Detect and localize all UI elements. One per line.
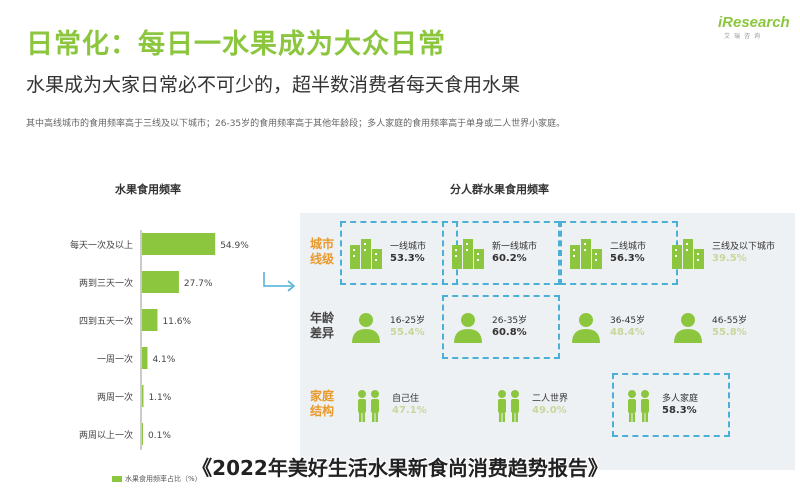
- person-icon: [348, 309, 384, 345]
- segment-cell-label: 二人世界: [532, 394, 569, 404]
- segment-cell-label: 多人家庭: [662, 394, 699, 404]
- building-icon: [348, 235, 384, 271]
- bar-value-label: 11.6%: [162, 317, 191, 327]
- segment-cell: 一线城市 53.3%: [348, 231, 468, 275]
- person-icon: [450, 309, 486, 345]
- building-icon: [670, 235, 706, 271]
- bar: [142, 233, 216, 255]
- segment-cell-value: 55.8%: [712, 327, 747, 338]
- segment-highlight-box: [442, 295, 560, 359]
- bar: [142, 347, 148, 369]
- logo-cn: 艾瑞咨询: [724, 33, 765, 40]
- bar-category-label: 两到三天一次: [79, 277, 133, 289]
- segment-row-label: 家庭结构: [310, 389, 335, 418]
- logo-brand: iResearch: [718, 14, 790, 31]
- segment-cell-value: 39.5%: [712, 253, 747, 264]
- segment-row-label: 年龄差异: [310, 311, 335, 340]
- segment-cell: 16-25岁 55.4%: [348, 305, 468, 349]
- legend-swatch: [112, 476, 122, 482]
- segment-cell-label: 一线城市: [390, 242, 427, 252]
- segment-cell-value: 60.8%: [492, 327, 527, 338]
- segment-cell: 26-35岁 60.8%: [450, 305, 570, 349]
- segment-cell-value: 47.1%: [392, 405, 427, 416]
- segment-chart-title: 分人群水果食用频率: [450, 183, 549, 196]
- segment-cell-value: 58.3%: [662, 405, 697, 416]
- segment-cell: 多人家庭 58.3%: [620, 383, 740, 427]
- segment-cell-value: 48.4%: [610, 327, 645, 338]
- bar: [142, 271, 179, 293]
- bar: [142, 385, 144, 407]
- bar: [142, 309, 158, 331]
- segment-cell-label: 三线及以下城市: [712, 242, 776, 252]
- person-icon: [568, 309, 604, 345]
- segment-cell-value: 60.2%: [492, 253, 527, 264]
- bar-chart-legend: 水果食用频率占比（%）: [112, 474, 202, 484]
- segment-cell: 46-55岁 55.8%: [670, 305, 790, 349]
- segment-cell-value: 53.3%: [390, 253, 425, 264]
- family-icon: [350, 387, 386, 423]
- report-caption: 《2022年美好生活水果新食尚消费趋势报告》: [192, 456, 608, 480]
- segment-cell: 二人世界 49.0%: [490, 383, 610, 427]
- segment-cell-label: 16-25岁: [390, 316, 426, 326]
- bar-value-label: 54.9%: [220, 241, 249, 251]
- person-icon: [670, 309, 706, 345]
- bar-category-label: 一周一次: [97, 353, 133, 365]
- bar-value-label: 1.1%: [148, 393, 171, 403]
- segment-cell: 36-45岁 48.4%: [568, 305, 688, 349]
- iresearch-logo: iResearch 艾瑞咨询: [718, 14, 790, 50]
- bar-value-label: 0.1%: [148, 431, 171, 441]
- segment-cell-value: 55.4%: [390, 327, 425, 338]
- segment-highlight-box: [442, 221, 560, 285]
- building-icon: [450, 235, 486, 271]
- page-headline: 日常化：每日一水果成为大众日常: [26, 29, 446, 60]
- segment-row-label: 城市线级: [310, 237, 335, 266]
- bar-chart: 每天一次及以上 54.9% 两到三天一次 27.7% 四到五天一次 11.6% 一周一次 4.…: [70, 230, 249, 450]
- bar-category-label: 四到五天一次: [79, 315, 133, 327]
- segment-cell: 二线城市 56.3%: [568, 231, 688, 275]
- bar-value-label: 27.7%: [184, 279, 213, 289]
- segment-panel: 城市线级 一线城市 53.3% 新一线城市 60.2% 二线城市 56.3% 三线及以下城市 3…: [300, 213, 795, 470]
- family-icon: [490, 387, 526, 423]
- bar-chart-title: 水果食用频率: [115, 183, 181, 196]
- segment-cell-label: 新一线城市: [492, 242, 538, 252]
- segment-cell-label: 36-45岁: [610, 316, 646, 326]
- segment-cell-label: 26-35岁: [492, 316, 528, 326]
- segment-cell-label: 二线城市: [610, 242, 647, 252]
- segment-cell-value: 56.3%: [610, 253, 645, 264]
- bar-category-label: 每天一次及以上: [70, 239, 133, 251]
- page-note: 其中高线城市的食用频率高于三线及以下城市；26-35岁的食用频率高于其他年龄段；…: [26, 119, 566, 129]
- page-subhead: 水果成为大家日常必不可少的，超半数消费者每天食用水果: [26, 74, 521, 96]
- bar-category-label: 两周一次: [97, 391, 133, 403]
- segment-cell: 自己住 47.1%: [350, 383, 470, 427]
- segment-highlight-box: [612, 373, 730, 437]
- segment-cell: 新一线城市 60.2%: [450, 231, 570, 275]
- bar: [142, 423, 143, 445]
- segment-cell: 三线及以下城市 39.5%: [670, 231, 790, 275]
- segment-cell-value: 49.0%: [532, 405, 567, 416]
- bar-category-label: 两周以上一次: [79, 429, 133, 441]
- family-icon: [620, 387, 656, 423]
- legend-label: 水果食用频率占比（%）: [125, 475, 202, 483]
- bar-value-label: 4.1%: [152, 355, 175, 365]
- building-icon: [568, 235, 604, 271]
- segment-cell-label: 自己住: [392, 394, 420, 404]
- segment-cell-label: 46-55岁: [712, 316, 748, 326]
- connector-arrow-icon: [263, 272, 296, 292]
